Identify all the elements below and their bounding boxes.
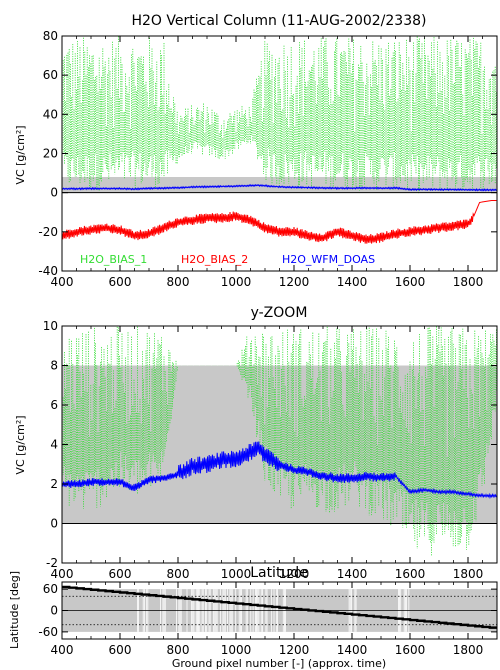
zoom-y-tick-label: 2 bbox=[50, 477, 58, 491]
lat-x-tick-label: 1200 bbox=[279, 643, 310, 657]
legend-h2o-bias-1: H2O_BIAS_1 bbox=[80, 253, 147, 266]
top-x-tick-label: 1600 bbox=[395, 275, 426, 289]
top-series-h2o-bias-2 bbox=[62, 200, 497, 244]
zoom-x-tick-label: 400 bbox=[51, 567, 74, 581]
lat-y-tick-label: 0 bbox=[50, 604, 58, 618]
lat-x-tick-label: 400 bbox=[51, 643, 74, 657]
lat-x-tick-label: 600 bbox=[109, 643, 132, 657]
legend-h2o-bias-2: H2O_BIAS_2 bbox=[181, 253, 248, 266]
lat-x-tick-label: 800 bbox=[167, 643, 190, 657]
top-x-tick-label: 1400 bbox=[337, 275, 368, 289]
legend-h2o-wfm-doas: H2O_WFM_DOAS bbox=[282, 253, 375, 266]
x-axis-label: Ground pixel number [-] (approx. time) bbox=[172, 657, 386, 670]
top-series-h2o-bias-1 bbox=[62, 36, 497, 194]
top-chart-title: H2O Vertical Column (11-AUG-2002/2338) bbox=[131, 13, 426, 29]
zoom-x-tick-label: 1000 bbox=[221, 567, 252, 581]
top-x-tick-label: 800 bbox=[167, 275, 190, 289]
top-series-h2o-wfm-doas bbox=[62, 183, 497, 192]
zoom-series-h2o-wfm-doas bbox=[62, 441, 497, 500]
zoom-y-tick-label: 10 bbox=[43, 319, 58, 333]
top-y-tick-label: 40 bbox=[43, 107, 58, 121]
top-y-tick-label: -20 bbox=[38, 225, 58, 239]
top-y-axis-label: VC [g/cm²] bbox=[14, 125, 27, 184]
top-y-tick-label: -40 bbox=[38, 264, 58, 278]
zoom-y-tick-label: -2 bbox=[46, 556, 58, 570]
lat-plot-area bbox=[62, 585, 497, 632]
top-plot-area bbox=[62, 36, 497, 244]
lat-x-tick-label: 1400 bbox=[337, 643, 368, 657]
zoom-y-tick-label: 6 bbox=[50, 398, 58, 412]
zoom-x-tick-label: 1400 bbox=[337, 567, 368, 581]
zoom-y-axis-label: VC [g/cm²] bbox=[14, 415, 27, 474]
top-y-tick-label: 80 bbox=[43, 29, 58, 43]
top-y-tick-label: 60 bbox=[43, 68, 58, 82]
lat-x-tick-label: 1600 bbox=[395, 643, 426, 657]
top-x-tick-label: 1000 bbox=[221, 275, 252, 289]
lat-series bbox=[62, 585, 497, 629]
zoom-y-tick-label: 8 bbox=[50, 359, 58, 373]
zoom-x-tick-label: 1600 bbox=[395, 567, 426, 581]
top-y-tick-label: 0 bbox=[50, 186, 58, 200]
lat-y-tick-label: 60 bbox=[43, 582, 58, 596]
lat-x-tick-label: 1800 bbox=[453, 643, 484, 657]
zoom-series-h2o-bias-1 bbox=[62, 326, 497, 556]
top-x-tick-label: 1200 bbox=[279, 275, 310, 289]
zoom-x-tick-label: 800 bbox=[167, 567, 190, 581]
zoom-x-tick-label: 1800 bbox=[453, 567, 484, 581]
top-y-tick-label: 20 bbox=[43, 147, 58, 161]
latitude-chart-title: Latitude bbox=[250, 565, 308, 581]
zoom-y-tick-label: 0 bbox=[50, 517, 58, 531]
zoom-y-tick-label: 4 bbox=[50, 438, 58, 452]
zoom-chart-title: y-ZOOM bbox=[251, 305, 308, 321]
lat-y-tick-label: -60 bbox=[38, 625, 58, 639]
zoom-x-tick-label: 600 bbox=[109, 567, 132, 581]
top-shaded-band bbox=[62, 177, 497, 193]
top-x-tick-label: 400 bbox=[51, 275, 74, 289]
zoom-plot-area bbox=[62, 326, 497, 556]
latitude-y-axis-label: Latitude [deg] bbox=[8, 571, 21, 649]
lat-x-tick-label: 1000 bbox=[221, 643, 252, 657]
zoom-x-tick-label: 1200 bbox=[279, 567, 310, 581]
top-x-tick-label: 1800 bbox=[453, 275, 484, 289]
top-x-tick-label: 600 bbox=[109, 275, 132, 289]
